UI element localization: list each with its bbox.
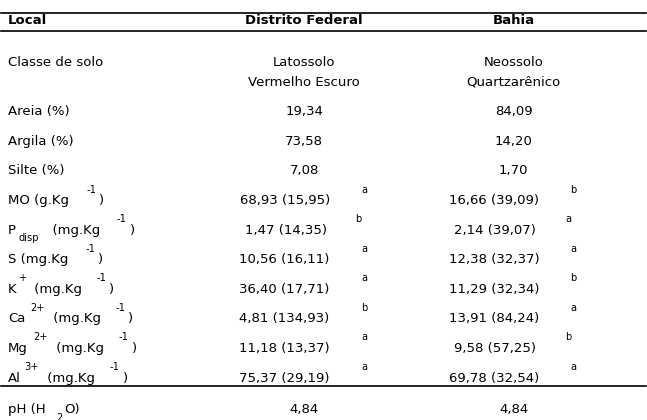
Text: 10,56 (16,11): 10,56 (16,11) [239, 253, 334, 266]
Text: b: b [571, 273, 576, 283]
Text: a: a [570, 303, 576, 313]
Text: ): ) [129, 224, 135, 236]
Text: 4,84: 4,84 [290, 403, 319, 416]
Text: 13,91 (84,24): 13,91 (84,24) [449, 312, 543, 326]
Text: b: b [565, 333, 571, 342]
Text: Al: Al [8, 372, 21, 385]
Text: 73,58: 73,58 [285, 135, 323, 148]
Text: 84,09: 84,09 [495, 105, 532, 118]
Text: +: + [19, 273, 27, 283]
Text: 16,66 (39,09): 16,66 (39,09) [449, 194, 543, 207]
Text: -1: -1 [86, 184, 96, 194]
Text: 12,38 (32,37): 12,38 (32,37) [448, 253, 543, 266]
Text: 11,18 (13,37): 11,18 (13,37) [239, 342, 334, 355]
Text: Local: Local [8, 13, 47, 26]
Text: ): ) [129, 312, 133, 326]
Text: 68,93 (15,95): 68,93 (15,95) [239, 194, 334, 207]
Text: b: b [570, 184, 576, 194]
Text: ): ) [123, 372, 128, 385]
Text: a: a [570, 362, 576, 372]
Text: 3+: 3+ [25, 362, 39, 372]
Text: a: a [361, 244, 367, 254]
Text: Classe de solo: Classe de solo [8, 56, 103, 69]
Text: pH (H: pH (H [8, 403, 45, 416]
Text: -1: -1 [96, 273, 106, 283]
Text: 1,70: 1,70 [499, 165, 529, 178]
Text: 7,08: 7,08 [289, 165, 319, 178]
Text: Neossolo: Neossolo [483, 56, 543, 69]
Text: 2+: 2+ [34, 333, 48, 342]
Text: -1: -1 [85, 244, 95, 254]
Text: 9,58 (57,25): 9,58 (57,25) [454, 342, 540, 355]
Text: (mg.Kg: (mg.Kg [49, 312, 101, 326]
Text: P: P [8, 224, 16, 236]
Text: -1: -1 [116, 303, 126, 313]
Text: b: b [361, 303, 367, 313]
Text: a: a [361, 362, 367, 372]
Text: Distrito Federal: Distrito Federal [245, 13, 363, 26]
Text: 69,78 (32,54): 69,78 (32,54) [449, 372, 543, 385]
Text: a: a [571, 244, 576, 254]
Text: Vermelho Escuro: Vermelho Escuro [248, 76, 360, 89]
Text: Silte (%): Silte (%) [8, 165, 64, 178]
Text: K: K [8, 283, 16, 296]
Text: Bahia: Bahia [492, 13, 534, 26]
Text: 19,34: 19,34 [285, 105, 323, 118]
Text: b: b [356, 214, 362, 224]
Text: 36,40 (17,71): 36,40 (17,71) [239, 283, 334, 296]
Text: Latossolo: Latossolo [273, 56, 335, 69]
Text: Areia (%): Areia (%) [8, 105, 69, 118]
Text: 4,81 (134,93): 4,81 (134,93) [239, 312, 334, 326]
Text: ): ) [99, 194, 104, 207]
Text: disp: disp [18, 233, 39, 243]
Text: Mg: Mg [8, 342, 28, 355]
Text: ): ) [109, 283, 115, 296]
Text: a: a [361, 184, 367, 194]
Text: (mg.Kg: (mg.Kg [43, 372, 95, 385]
Text: a: a [361, 273, 367, 283]
Text: 11,29 (32,34): 11,29 (32,34) [448, 283, 543, 296]
Text: 2: 2 [56, 412, 62, 420]
Text: 2+: 2+ [30, 303, 45, 313]
Text: O): O) [64, 403, 80, 416]
Text: -1: -1 [119, 333, 129, 342]
Text: (mg.Kg: (mg.Kg [45, 224, 101, 236]
Text: -1: -1 [116, 214, 127, 224]
Text: S (mg.Kg: S (mg.Kg [8, 253, 68, 266]
Text: a: a [361, 333, 367, 342]
Text: (mg.Kg: (mg.Kg [30, 283, 82, 296]
Text: -1: -1 [110, 362, 120, 372]
Text: 2,14 (39,07): 2,14 (39,07) [454, 224, 540, 236]
Text: Argila (%): Argila (%) [8, 135, 74, 148]
Text: Quartzarênico: Quartzarênico [466, 76, 561, 89]
Text: 75,37 (29,19): 75,37 (29,19) [239, 372, 334, 385]
Text: (mg.Kg: (mg.Kg [52, 342, 104, 355]
Text: ): ) [98, 253, 104, 266]
Text: 1,47 (14,35): 1,47 (14,35) [245, 224, 331, 236]
Text: ): ) [131, 342, 137, 355]
Text: Ca: Ca [8, 312, 25, 326]
Text: 14,20: 14,20 [494, 135, 532, 148]
Text: MO (g.Kg: MO (g.Kg [8, 194, 69, 207]
Text: a: a [565, 214, 571, 224]
Text: 4,84: 4,84 [499, 403, 528, 416]
